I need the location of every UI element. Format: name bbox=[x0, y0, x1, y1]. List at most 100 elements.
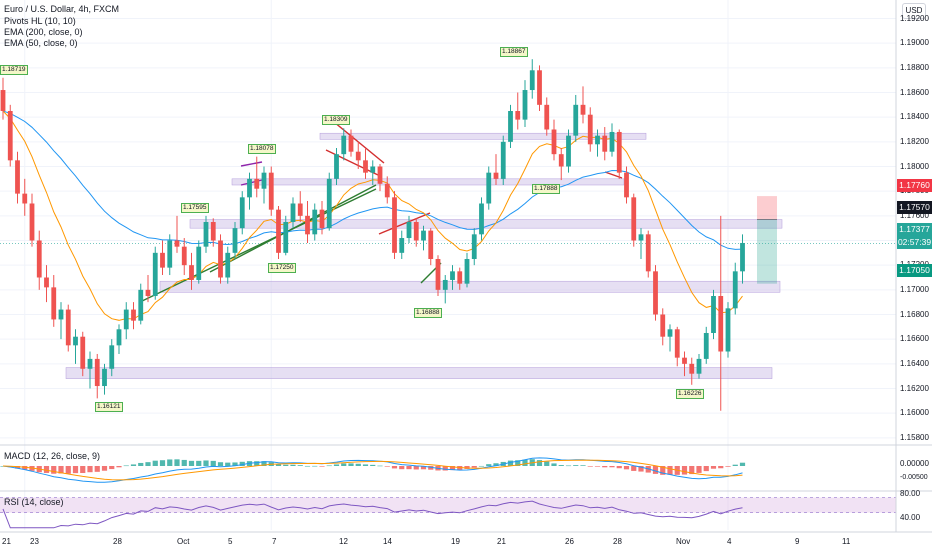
candle-body bbox=[624, 172, 629, 198]
macd-histogram-bar bbox=[471, 466, 477, 468]
macd-histogram-bar bbox=[188, 460, 195, 466]
macd-histogram-bar bbox=[22, 466, 28, 470]
candle-body bbox=[109, 345, 115, 369]
pivot-low-label: 1.16121 bbox=[95, 402, 123, 413]
candle-body bbox=[276, 209, 281, 253]
candle bbox=[268, 166, 274, 216]
candle bbox=[537, 65, 542, 111]
candle bbox=[616, 129, 622, 179]
candle-body bbox=[116, 329, 122, 346]
candle bbox=[29, 193, 35, 247]
candle-body bbox=[471, 234, 477, 259]
candle bbox=[587, 107, 593, 152]
candle-body bbox=[290, 203, 296, 222]
candle bbox=[189, 252, 194, 290]
candle-body bbox=[312, 209, 318, 235]
macd-histogram-bar bbox=[341, 463, 347, 466]
candle bbox=[703, 326, 709, 364]
price-tick-label: 1.16800 bbox=[900, 309, 929, 319]
currency-button[interactable]: USD bbox=[902, 3, 926, 19]
rsi-label[interactable]: RSI (14, close) bbox=[4, 497, 64, 507]
candle bbox=[181, 238, 187, 276]
candle bbox=[152, 246, 158, 300]
candle-body bbox=[529, 70, 535, 91]
candle-body bbox=[696, 358, 702, 374]
candle-body bbox=[348, 135, 354, 152]
price-tick-label: 1.18600 bbox=[900, 87, 929, 97]
candle-body bbox=[152, 252, 158, 296]
candle-body bbox=[631, 197, 637, 241]
macd-histogram-bar bbox=[217, 462, 224, 466]
candle-body bbox=[218, 240, 223, 278]
rsi-line bbox=[2, 500, 743, 529]
candle-body bbox=[181, 246, 187, 266]
indicator-pivots-label[interactable]: Pivots HL (10, 10) bbox=[4, 16, 76, 26]
candle bbox=[138, 283, 144, 325]
macd-histogram-bar bbox=[275, 464, 282, 466]
macd-histogram-bar bbox=[587, 466, 593, 467]
macd-histogram-bar bbox=[167, 459, 173, 466]
candle-body bbox=[36, 240, 42, 278]
candle bbox=[225, 246, 231, 284]
candle-body bbox=[261, 172, 267, 189]
candle-body bbox=[500, 141, 506, 179]
macd-histogram-bar bbox=[370, 464, 376, 466]
macd-histogram-bar bbox=[703, 466, 709, 472]
candle-body bbox=[247, 178, 252, 198]
macd-label[interactable]: MACD (12, 26, close, 9) bbox=[4, 451, 101, 461]
target-price-badge: 1.17050 bbox=[897, 264, 932, 277]
macd-histogram-bar bbox=[623, 466, 630, 470]
candle-body bbox=[421, 230, 426, 241]
candle-body bbox=[740, 242, 745, 272]
long-position-tool[interactable] bbox=[0, 196, 896, 284]
macd-histogram-bar bbox=[449, 466, 456, 471]
candle bbox=[667, 324, 673, 352]
price-tick-label: 1.16400 bbox=[900, 358, 929, 368]
candle-body bbox=[268, 172, 274, 210]
macd-histogram-bar bbox=[362, 464, 369, 466]
candle-body bbox=[682, 357, 687, 364]
candle bbox=[94, 353, 100, 399]
macd-histogram-bar bbox=[196, 460, 202, 466]
candle bbox=[653, 265, 658, 321]
pivot-high-label: 1.17595 bbox=[181, 203, 209, 214]
candle-body bbox=[138, 289, 144, 321]
macd-histogram-bar bbox=[174, 459, 180, 466]
price-tick-label: 1.16000 bbox=[900, 408, 929, 418]
pivot-low-label: 1.16888 bbox=[414, 307, 442, 318]
candle-body bbox=[450, 271, 455, 280]
candle bbox=[131, 302, 136, 330]
candle bbox=[580, 86, 586, 124]
candle-body bbox=[73, 336, 78, 346]
time-tick-label: 5 bbox=[228, 537, 233, 546]
price-tick-label: 1.17000 bbox=[900, 284, 929, 294]
pivot-high-label: 1.18309 bbox=[322, 115, 350, 126]
candle-body bbox=[566, 135, 571, 167]
candle-body bbox=[51, 287, 57, 320]
candle bbox=[7, 104, 13, 167]
candle-body bbox=[674, 329, 680, 358]
macd-histogram-bar bbox=[493, 463, 499, 466]
candle-body bbox=[319, 209, 325, 229]
indicator-ema50-label[interactable]: EMA (50, close, 0) bbox=[4, 38, 78, 48]
candle bbox=[522, 80, 528, 128]
candle bbox=[660, 308, 666, 346]
macd-histogram-bar bbox=[681, 466, 688, 475]
candle-body bbox=[602, 135, 608, 152]
macd-histogram-bar bbox=[544, 461, 550, 466]
candle-body bbox=[94, 358, 100, 387]
candle-body bbox=[392, 197, 397, 253]
macd-histogram-bar bbox=[152, 460, 158, 466]
candle-body bbox=[595, 135, 600, 145]
candle-body bbox=[609, 131, 615, 152]
macd-histogram-bar bbox=[58, 466, 64, 474]
macd-histogram-bar bbox=[486, 464, 492, 466]
candle-body bbox=[587, 114, 593, 145]
candle bbox=[305, 201, 310, 243]
macd-histogram-bar bbox=[80, 466, 86, 474]
macd-histogram-bar bbox=[696, 466, 702, 473]
candle-body bbox=[355, 151, 361, 161]
indicator-ema200-label[interactable]: EMA (200, close, 0) bbox=[4, 27, 83, 37]
macd-histogram-bar bbox=[602, 466, 608, 468]
